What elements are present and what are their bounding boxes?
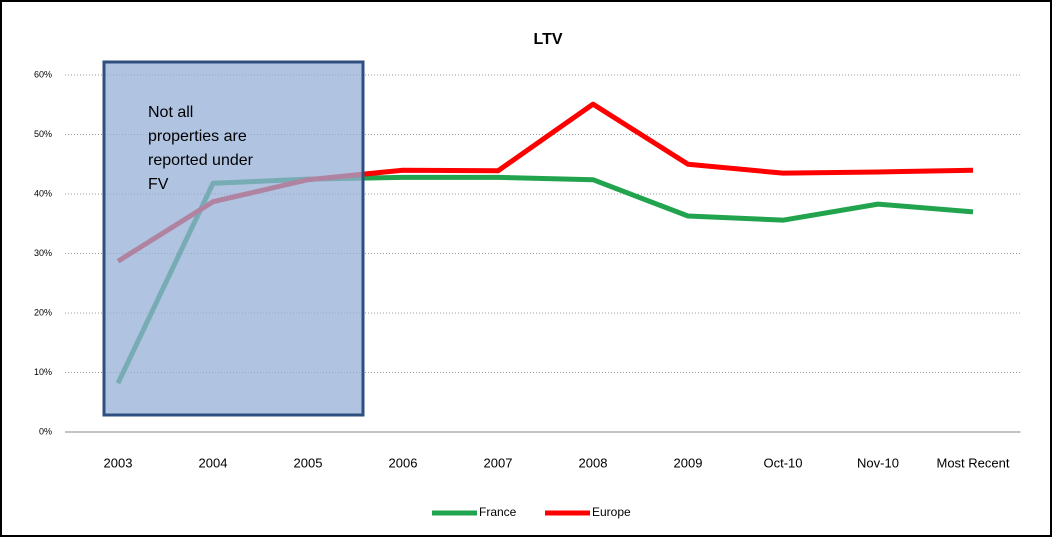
x-tick-label: 2006 [389, 455, 418, 470]
chart-title: LTV [533, 31, 562, 48]
x-tick-label: 2007 [484, 455, 513, 470]
y-tick-label: 60% [34, 69, 52, 79]
x-tick-label: 2005 [294, 455, 323, 470]
x-tick-label: 2004 [199, 455, 228, 470]
y-tick-label: 20% [34, 307, 52, 317]
y-tick-label: 10% [34, 367, 52, 377]
annotation-box [102, 60, 365, 417]
annotation-text: properties are [148, 128, 247, 145]
y-tick-label: 0% [39, 426, 52, 436]
y-tick-label: 40% [34, 188, 52, 198]
annotation-text: Not all [148, 104, 193, 121]
x-tick-label: Most Recent [937, 455, 1010, 470]
annotation-text: FV [148, 176, 169, 193]
x-tick-label: Nov-10 [857, 455, 899, 470]
legend-label: Europe [592, 505, 631, 519]
annotation-text: reported under [148, 152, 254, 169]
y-tick-label: 50% [34, 129, 52, 139]
x-tick-label: 2009 [674, 455, 703, 470]
legend-label: France [479, 505, 517, 519]
x-tick-label: Oct-10 [763, 455, 802, 470]
y-tick-label: 30% [34, 248, 52, 258]
x-tick-label: 2003 [104, 455, 133, 470]
x-tick-label: 2008 [579, 455, 608, 470]
